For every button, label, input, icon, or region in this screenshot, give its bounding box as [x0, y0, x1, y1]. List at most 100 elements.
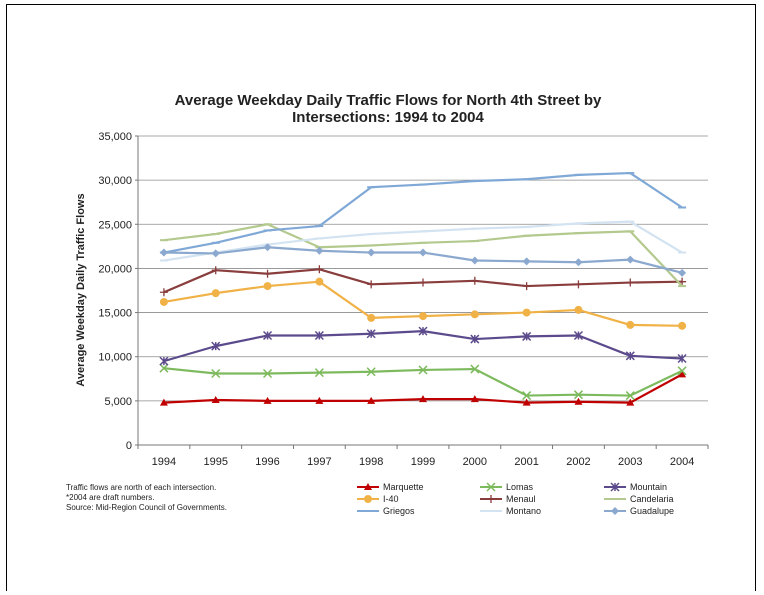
- data-point-i-40: [470, 310, 479, 319]
- data-point-mountain: [522, 331, 532, 341]
- legend-label: Menaul: [506, 494, 536, 504]
- x-tick-label: 1997: [307, 456, 331, 468]
- data-point-marquette: [263, 396, 272, 404]
- data-point-lomas: [470, 364, 480, 374]
- data-point-mountain: [418, 326, 428, 336]
- chart-frame: [6, 4, 756, 591]
- data-point-lomas: [625, 391, 635, 401]
- data-point-guadalupe: [211, 249, 220, 258]
- data-point-lomas: [677, 366, 687, 376]
- y-tick-label: 25,000: [98, 219, 132, 231]
- series-menaul: [159, 265, 687, 297]
- x-tick-label: 1995: [203, 456, 227, 468]
- data-point-lomas: [159, 363, 169, 373]
- chart-title-line-2: Intersections: 1994 to 2004: [292, 109, 484, 126]
- legend-item-menaul: Menaul: [480, 494, 536, 504]
- series-candelaria: [159, 223, 687, 288]
- data-point-lomas: [314, 368, 324, 378]
- legend-item-mountain: Mountain: [604, 482, 667, 492]
- data-point-menaul: [470, 276, 479, 285]
- legend-item-guadalupe: Guadalupe: [604, 506, 674, 516]
- data-point-i-40: [419, 312, 427, 321]
- data-point-marquette: [419, 395, 427, 403]
- x-tick-label: 1998: [359, 456, 383, 468]
- y-tick-label: 15,000: [98, 308, 132, 320]
- data-point-i-40: [626, 320, 635, 329]
- x-tick-label: 2002: [566, 456, 590, 468]
- data-point-lomas: [211, 368, 221, 379]
- data-point-i-40: [159, 297, 168, 306]
- data-point-i-40: [263, 282, 272, 291]
- gridlines: [138, 135, 708, 402]
- data-point-menaul: [574, 280, 583, 289]
- data-point-mountain: [625, 351, 635, 361]
- data-point-mountain: [314, 330, 324, 341]
- data-point-guadalupe: [159, 248, 168, 257]
- data-point-lomas: [522, 391, 532, 401]
- note-line-3: Source: Mid-Region Council of Government…: [66, 503, 227, 512]
- data-point-i-40: [574, 305, 583, 314]
- data-point-mountain: [470, 334, 480, 344]
- chart-title-line-1: Average Weekday Daily Traffic Flows for …: [175, 92, 602, 109]
- series-griegos: [159, 171, 687, 254]
- series-marquette: [159, 370, 687, 406]
- data-point-marquette: [626, 398, 635, 406]
- data-point-menaul: [211, 266, 220, 275]
- data-point-guadalupe: [522, 257, 531, 266]
- data-point-lomas: [573, 390, 583, 400]
- data-point-mountain: [159, 356, 169, 366]
- data-point-guadalupe: [470, 256, 479, 265]
- legend-item-lomas: Lomas: [480, 482, 534, 492]
- x-tick-label: 1994: [152, 456, 176, 468]
- data-point-lomas: [418, 365, 428, 375]
- data-point-marquette: [522, 398, 531, 406]
- legend-item-montano: Montano: [480, 506, 541, 516]
- axes: [135, 135, 709, 449]
- data-point-guadalupe: [626, 255, 635, 264]
- legend-label: Marquette: [383, 482, 424, 492]
- note-line-2: *2004 are draft numbers.: [66, 493, 155, 502]
- data-point-marquette: [367, 396, 376, 404]
- note-line-1: Traffic flows are north of each intersec…: [66, 483, 216, 492]
- data-point-guadalupe: [315, 246, 324, 255]
- data-point-menaul: [522, 282, 531, 291]
- legend-item-marquette: Marquette: [357, 482, 424, 492]
- legend-label: Lomas: [506, 482, 534, 492]
- data-point-lomas: [263, 368, 273, 379]
- y-tick-label: 20,000: [98, 263, 132, 275]
- legend-marker: [487, 495, 495, 503]
- chart-title: Average Weekday Daily Traffic Flows for …: [175, 92, 602, 126]
- data-point-marquette: [470, 395, 479, 403]
- legend-label: I-40: [383, 494, 399, 504]
- data-point-guadalupe: [419, 248, 427, 257]
- x-tick-label: 2003: [618, 456, 642, 468]
- data-point-menaul: [315, 265, 324, 274]
- data-point-guadalupe: [263, 243, 272, 252]
- data-point-lomas: [366, 367, 376, 377]
- data-point-guadalupe: [574, 258, 583, 267]
- legend: Marquette Lomas Mountain I-40 Menaul Candelar…: [357, 482, 674, 516]
- data-point-mountain: [211, 341, 221, 351]
- x-tick-label: 2000: [463, 456, 487, 468]
- series-line-lomas: [163, 367, 683, 397]
- data-point-mountain: [366, 329, 376, 339]
- legend-marker: [364, 495, 372, 503]
- y-tick-label: 5,000: [104, 396, 132, 408]
- data-point-menaul: [419, 278, 427, 287]
- data-point-menaul: [626, 278, 635, 287]
- y-tick-labels: 0 5,000 10,000 15,000 20,000 25,000 30,000 35,0…: [98, 131, 132, 452]
- data-point-marquette: [211, 395, 220, 403]
- data-point-i-40: [522, 308, 531, 317]
- data-point-marquette: [315, 396, 324, 404]
- data-point-guadalupe: [678, 268, 687, 277]
- data-point-guadalupe: [367, 248, 376, 257]
- data-point-marquette: [159, 398, 168, 406]
- legend-label: Guadalupe: [630, 506, 674, 516]
- x-tick-label: 2004: [670, 456, 694, 468]
- data-point-i-40: [211, 289, 220, 298]
- x-tick-label: 2001: [514, 456, 538, 468]
- data-point-mountain: [677, 353, 687, 364]
- series-lomas: [159, 363, 687, 401]
- legend-item-candelaria: Candelaria: [604, 494, 674, 504]
